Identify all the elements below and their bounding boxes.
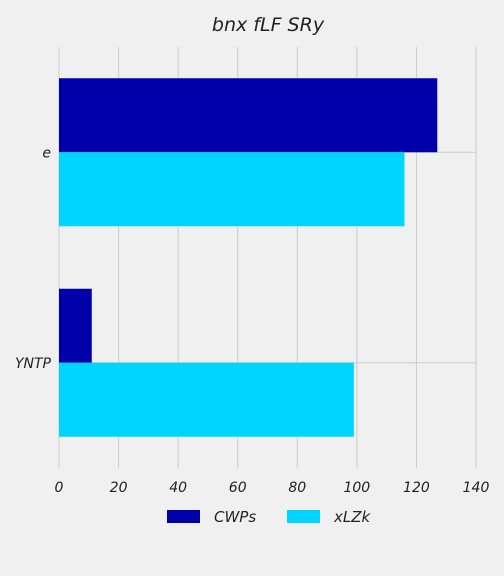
legend-label: CWPs [214,508,256,526]
bars [59,78,438,437]
x-tick-label: 140 [463,480,490,496]
x-tick-label: 120 [403,480,430,496]
y-tick-label: e [42,145,51,161]
y-axis-ticks: e YNTP [15,145,52,372]
legend-swatch [167,510,200,523]
legend-label: xLZk [333,508,372,526]
legend-swatch [287,510,320,523]
x-tick-label: 80 [288,480,306,496]
bar-cwps [59,288,92,363]
legend: CWPs xLZk [167,508,372,526]
chart-title: bnx fLF SRy [212,14,325,36]
y-tick-label: YNTP [15,356,52,372]
bar-cwps [59,78,438,153]
x-axis-ticks: 0 20 40 60 80 100 120 140 [55,480,490,496]
x-tick-label: 20 [110,480,128,496]
x-tick-label: 0 [55,480,64,496]
x-tick-label: 100 [343,480,370,496]
bar-xlzk [59,362,354,437]
x-tick-label: 40 [169,480,187,496]
bar-xlzk [59,152,405,227]
x-tick-label: 60 [229,480,247,496]
